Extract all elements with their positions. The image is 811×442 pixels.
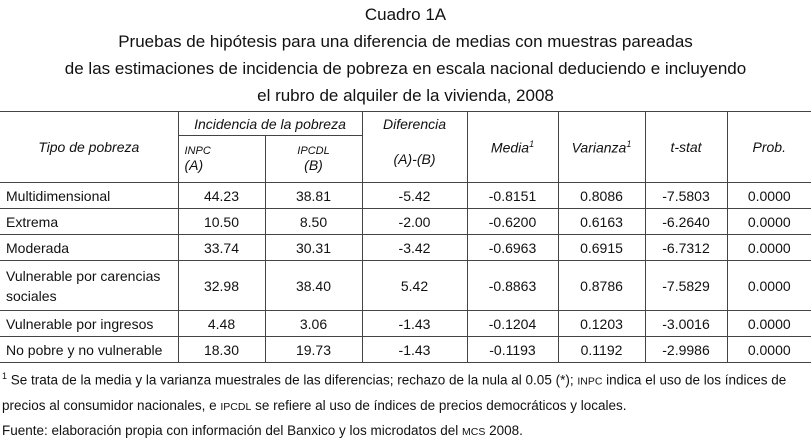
row-label: Vulnerable por ingresos	[0, 310, 179, 337]
table-cell: 8.50	[264, 208, 363, 235]
header-text: Media	[490, 139, 530, 156]
header-cell: Prob.	[726, 111, 811, 183]
row-label: Vulnerable por carencias sociales	[0, 260, 179, 311]
footnote-mark: 1	[529, 138, 535, 149]
footnote-mark: 1	[2, 371, 8, 381]
table-cell: 38.81	[264, 182, 363, 209]
table-cell: -0.8863	[466, 260, 559, 311]
footnote: 1 Se trata de la media y la varianza mue…	[2, 365, 807, 419]
notes: 1 Se trata de la media y la varianza mue…	[0, 363, 811, 442]
header-cell: INPC (A)	[178, 135, 266, 183]
header-cell: Tipo de pobreza	[0, 111, 179, 183]
table-cell: 10.50	[177, 208, 266, 235]
table-row: Extrema 10.50 8.50 -2.00 -0.6200 0.6163 -6.264…	[0, 208, 811, 235]
table-cell: 3.06	[264, 310, 363, 337]
table-cell: 0.0000	[726, 208, 811, 235]
table-cell: 0.8786	[557, 260, 646, 311]
note-text: indica el uso de los índices de precios …	[2, 372, 787, 413]
table-cell: -5.42	[361, 182, 468, 209]
table-body: Multidimensional 44.23 38.81 -5.42 -0.8151 0.…	[0, 182, 811, 363]
header-cell: IPCDL (B)	[264, 135, 363, 183]
table-cell: -0.1204	[466, 310, 559, 337]
header-cell: Incidencia de la pobreza	[177, 111, 363, 136]
table-row: Multidimensional 44.23 38.81 -5.42 -0.8151 0.…	[0, 182, 811, 209]
table-row: Vulnerable por carencias sociales 32.98 38…	[0, 260, 811, 311]
row-label: No pobre y no vulnerable	[0, 336, 179, 363]
row-label: Multidimensional	[0, 182, 179, 209]
table-cell: 0.6915	[557, 234, 646, 261]
note-text: Se trata de la media y la varianza muest…	[7, 372, 578, 388]
table-cell: -6.2640	[644, 208, 728, 235]
header-cell: Varianza1	[557, 111, 646, 183]
header-cell: Media1	[466, 111, 559, 183]
table-cell: 4.48	[177, 310, 266, 337]
table-cell: -2.00	[361, 208, 468, 235]
table-cell: 32.98	[177, 260, 266, 311]
table-label: Cuadro 1A	[364, 5, 447, 24]
table-cell: 0.0000	[726, 336, 811, 363]
footnote-mark: 1	[626, 138, 632, 149]
header-text: (A)	[184, 157, 204, 173]
table-cell: -6.7312	[644, 234, 728, 261]
table-cell: 18.30	[177, 336, 266, 363]
table-cell: 0.8086	[557, 182, 646, 209]
header-text: (B)	[304, 157, 323, 173]
table-row: Moderada 33.74 30.31 -3.42 -0.6963 0.6915 -6.7…	[0, 234, 811, 261]
table-cell: -1.43	[361, 310, 468, 337]
note-text: 2008.	[485, 422, 523, 438]
table-cell: 30.31	[264, 234, 363, 261]
table-row: Vulnerable por ingresos 4.48 3.06 -1.43 -0.1…	[0, 310, 811, 337]
source: Fuente: elaboración propia con informaci…	[2, 419, 807, 442]
titles: Cuadro 1A Pruebas de hipótesis para una …	[0, 0, 811, 111]
note-text: Fuente: elaboración propia con informaci…	[2, 422, 463, 438]
title-line: de las estimaciones de incidencia de pob…	[64, 59, 747, 78]
table-cell: -0.1193	[466, 336, 559, 363]
title-line: el rubro de alquiler de la vivienda, 200…	[257, 86, 554, 105]
header-cell: t-stat	[644, 111, 728, 183]
header-cell: Diferencia	[361, 111, 468, 136]
table-cell: -0.8151	[466, 182, 559, 209]
table-cell: 44.23	[177, 182, 266, 209]
table-header: Tipo de pobreza Incidencia de la pobreza…	[0, 111, 811, 183]
table-cell: -0.6963	[466, 234, 559, 261]
table-cell: -3.0016	[644, 310, 728, 337]
table-cell: 0.0000	[726, 260, 811, 311]
table-cell: 33.74	[177, 234, 266, 261]
note-abbr: MCS	[462, 425, 486, 438]
note-abbr: INPC	[577, 375, 603, 388]
table-cell: 0.1192	[557, 336, 646, 363]
table-cell: 0.0000	[726, 234, 811, 261]
table-cell: 0.0000	[726, 182, 811, 209]
table-cell: 19.73	[264, 336, 363, 363]
table: Tipo de pobreza Incidencia de la pobreza…	[0, 111, 811, 363]
table-cell: 0.6163	[557, 208, 646, 235]
header-text: IPCDL	[297, 145, 330, 157]
table-cell: -2.9986	[644, 336, 728, 363]
header-text: Varianza	[571, 139, 627, 156]
header-cell: (A)-(B)	[361, 135, 467, 183]
row-label: Moderada	[0, 234, 179, 261]
table-row: No pobre y no vulnerable 18.30 19.73 -1.43-…	[0, 336, 811, 363]
note-abbr: IPCDL	[220, 400, 252, 413]
header-text: INPC	[184, 145, 211, 157]
title-line: Pruebas de hipótesis para una diferencia…	[118, 32, 693, 51]
table-cell: -3.42	[361, 234, 468, 261]
table-cell: 38.40	[264, 260, 363, 311]
table-cell: -1.43	[361, 336, 468, 363]
table-cell: 0.1203	[557, 310, 646, 337]
row-label: Extrema	[0, 208, 179, 235]
table-cell: 0.0000	[726, 310, 811, 337]
note-text: se refiere al uso de índices de precios …	[251, 397, 627, 413]
table-cell: -7.5803	[644, 182, 728, 209]
table-cell: 5.42	[361, 260, 468, 311]
table-cell: -0.6200	[466, 208, 559, 235]
table-cell: -7.5829	[644, 260, 728, 311]
